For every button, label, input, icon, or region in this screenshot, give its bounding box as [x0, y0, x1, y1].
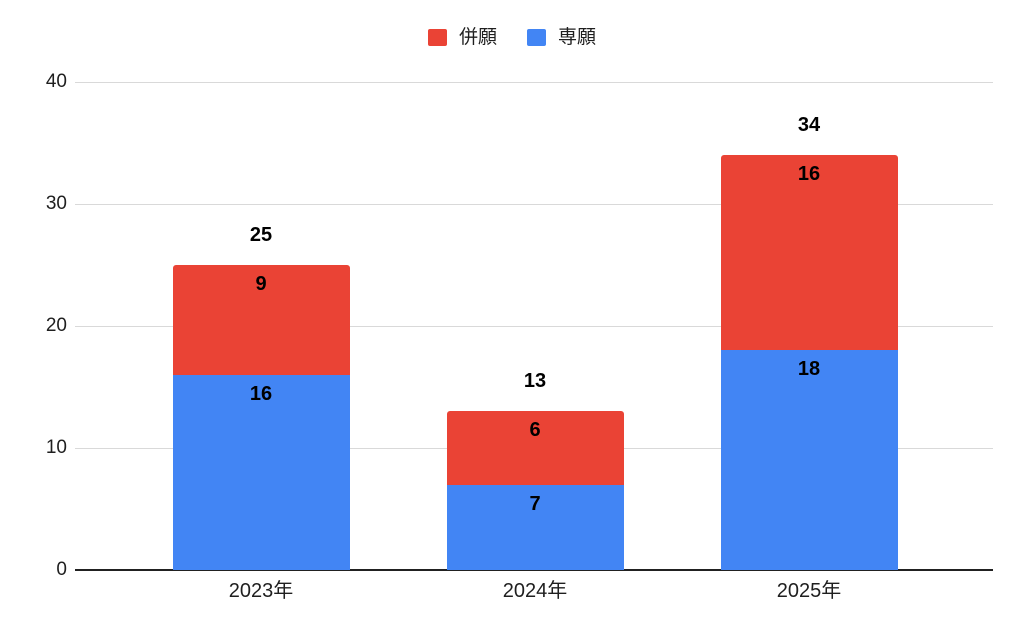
- bar-total-label: 13: [523, 370, 547, 393]
- bar-segment: [720, 350, 898, 570]
- x-axis-category-label: 2023年: [228, 580, 294, 602]
- segment-value-label: 16: [797, 163, 821, 186]
- legend-item: 専願: [527, 28, 596, 47]
- y-axis-tick-label: 20: [45, 315, 67, 336]
- segment-value-label: 7: [529, 492, 541, 515]
- y-axis-tick-label: 30: [45, 193, 67, 214]
- y-axis-tick-label: 40: [45, 71, 67, 92]
- segment-value-label: 18: [797, 358, 821, 381]
- x-axis-line: [75, 569, 993, 571]
- legend-item: 併願: [427, 27, 497, 48]
- segment-value-label: 9: [255, 273, 267, 295]
- x-axis-category-label: 2025年: [776, 580, 842, 602]
- chart-legend: 併願 専願: [0, 28, 1024, 47]
- bar-segment: [720, 155, 898, 351]
- bar-segment: [172, 374, 350, 570]
- legend-color-swatch-icon: [427, 29, 447, 46]
- y-axis-tick-label: 0: [56, 559, 67, 580]
- legend-label: 専願: [558, 27, 597, 48]
- legend-label: 併願: [458, 27, 497, 48]
- gridline: [75, 82, 993, 83]
- x-axis-category-label: 2024年: [502, 580, 568, 602]
- bar-total-label: 34: [797, 114, 821, 137]
- bar-segment: [446, 484, 624, 570]
- bar-segment: [172, 265, 350, 375]
- bar-total-label: 25: [249, 224, 273, 246]
- bar-segment: [446, 411, 624, 485]
- gridline: [75, 326, 993, 327]
- segment-value-label: 6: [529, 419, 541, 442]
- y-axis-tick-label: 10: [45, 437, 67, 458]
- legend-color-swatch-icon: [527, 29, 546, 46]
- gridline: [75, 204, 993, 205]
- segment-value-label: 16: [249, 382, 273, 405]
